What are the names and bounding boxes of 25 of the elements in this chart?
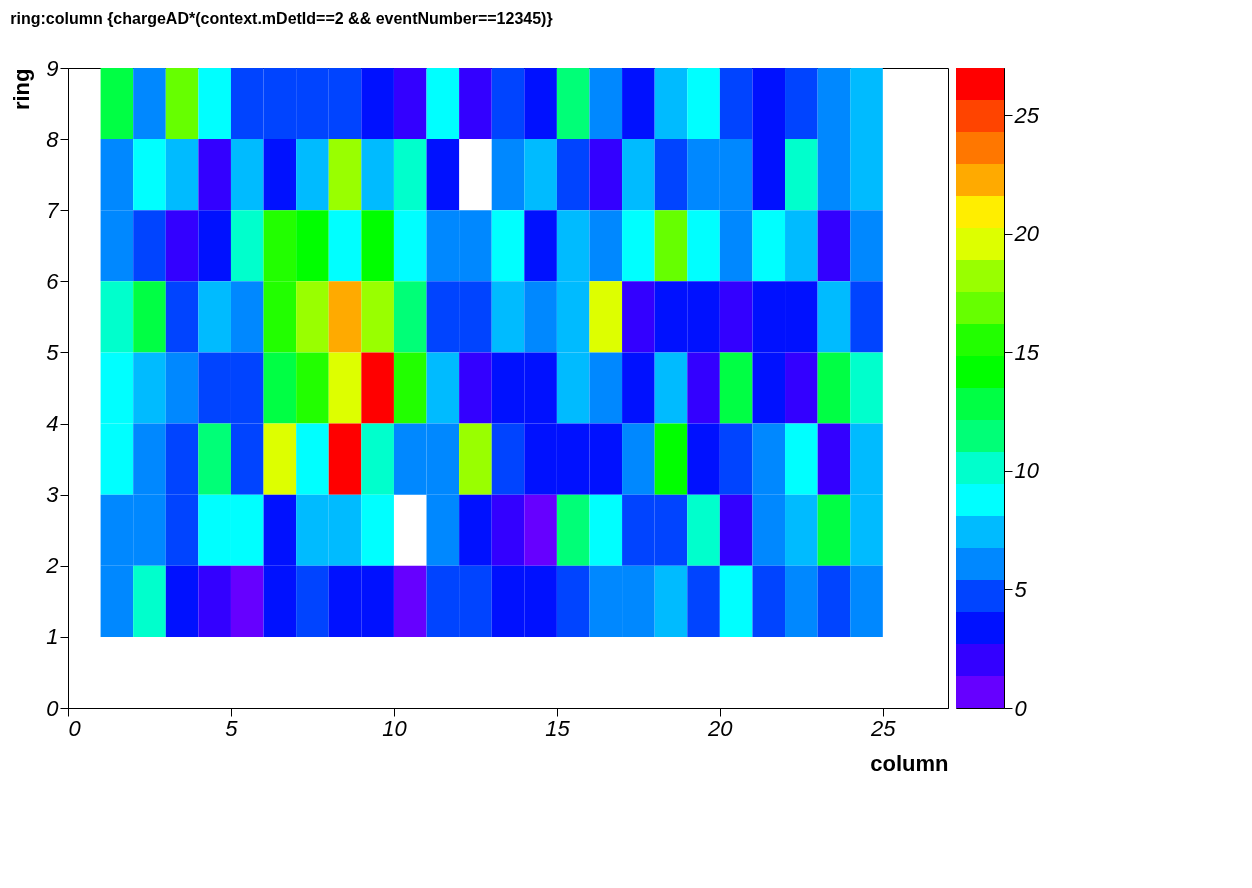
y-tick-label: 0 (46, 695, 60, 721)
y-tick-label: 5 (46, 339, 60, 365)
y-tick-label: 4 (46, 411, 59, 437)
x-tick-label: 25 (870, 715, 897, 741)
x-tick-label: 15 (545, 715, 571, 741)
y-tick-label: 8 (46, 126, 60, 152)
y-tick-label: 3 (46, 482, 60, 508)
y-tick-label: 1 (46, 624, 59, 650)
color-bar-label: 25 (1013, 102, 1040, 128)
color-bar-label: 15 (1014, 339, 1040, 365)
x-tick-label: 5 (225, 715, 239, 741)
y-tick-label: 6 (46, 268, 60, 294)
y-tick-label: 2 (45, 553, 59, 579)
x-axis-title: column (870, 750, 949, 776)
color-bar-label: 10 (1014, 458, 1040, 484)
color-bar-label: 20 (1013, 221, 1040, 247)
x-tick-label: 20 (707, 715, 734, 741)
y-tick-label: 9 (46, 55, 59, 81)
y-axis-title: ring (9, 68, 35, 111)
color-bar-label: 0 (1014, 695, 1028, 721)
y-tick-label: 7 (46, 197, 60, 223)
x-tick-label: 10 (382, 715, 408, 741)
color-bar-label: 5 (1014, 576, 1028, 602)
chart-title: ring:column {chargeAD*(context.mDetId==2 && eventNumber==12345)} (10, 9, 553, 27)
x-tick-label: 0 (68, 715, 82, 741)
